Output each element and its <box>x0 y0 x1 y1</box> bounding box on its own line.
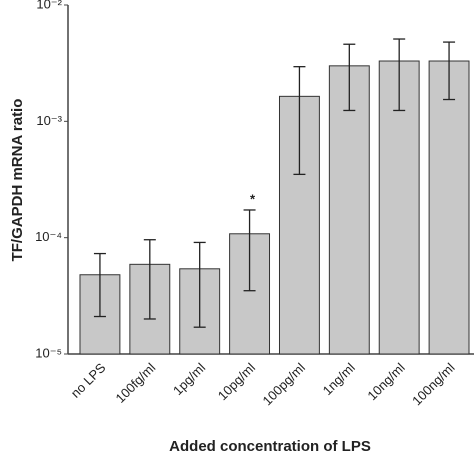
x-tick-label: 1pg/ml <box>170 360 208 398</box>
y-tick-label: 10⁻³ <box>36 113 62 128</box>
bar <box>328 65 370 355</box>
x-tick-label: 10pg/ml <box>215 360 258 403</box>
x-tick-label: 10ng/ml <box>364 360 407 403</box>
y-tick-label: 10⁻⁴ <box>35 229 62 244</box>
y-tick-label: 10⁻² <box>36 0 62 11</box>
x-tick-label: no LPS <box>68 360 109 401</box>
x-tick-label: 100pg/ml <box>260 360 309 409</box>
x-tick-label: 100ng/ml <box>409 360 458 409</box>
y-tick-label: 10⁻⁵ <box>35 345 62 360</box>
x-tick-label: 1ng/ml <box>320 360 358 398</box>
annotation: * <box>250 191 256 206</box>
y-axis-label: TF/GAPDH mRNA ratio <box>9 99 26 262</box>
x-tick-label: 100fg/ml <box>112 360 158 406</box>
bar <box>428 60 470 355</box>
x-axis-label: Added concentration of LPS <box>169 438 371 455</box>
